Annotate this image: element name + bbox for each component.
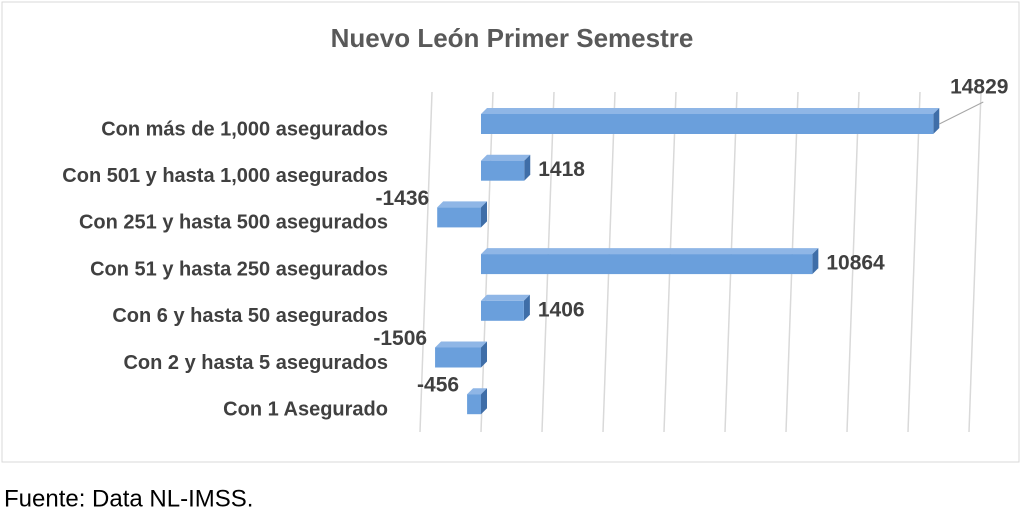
grid-line [419,91,433,433]
bar-side [481,388,487,415]
value-label: 14829 [950,76,1008,99]
bar-side [524,154,531,181]
value-label: -456 [417,374,459,397]
bar-side [812,248,819,275]
grid-line [968,91,982,433]
bar-top [481,154,531,161]
bar-top [481,108,940,114]
category-label: Con 501 y hasta 1,000 asegurados [62,165,388,187]
value-label: 1406 [538,298,585,321]
chart-frame [1,1,1020,463]
bar-side [523,294,530,321]
bar [437,207,481,228]
bar [481,160,525,181]
bar [467,394,481,415]
value-label: -1506 [373,327,427,350]
bar-side [481,341,487,368]
chart-title: Nuevo León Primer Semestre [331,23,694,53]
category-label: Con 251 y hasta 500 asegurados [79,212,388,234]
value-label: 10864 [826,252,885,275]
category-label: Con más de 1,000 asegurados [101,118,388,140]
bar-top [435,341,487,348]
leader-line [939,101,984,125]
bar-side [933,108,940,134]
bar-top [481,248,819,255]
grid-line [907,91,921,433]
value-label: -1436 [375,187,429,210]
bar [435,347,481,368]
value-label: 1418 [538,158,585,181]
grid-line [846,91,860,433]
bar-top [437,201,487,208]
category-label: Con 51 y hasta 250 asegurados [90,258,388,280]
source-note: Fuente: Data NL-IMSS. [4,485,253,512]
bar [481,254,813,275]
category-label: Con 1 Asegurado [223,398,388,420]
category-label: Con 2 y hasta 5 asegurados [123,352,388,374]
bar [481,300,524,321]
bar-top [467,388,487,395]
bar-side [481,201,487,228]
bar [481,114,934,134]
bar-top [481,294,530,301]
category-label: Con 6 y hasta 50 asegurados [112,305,388,327]
